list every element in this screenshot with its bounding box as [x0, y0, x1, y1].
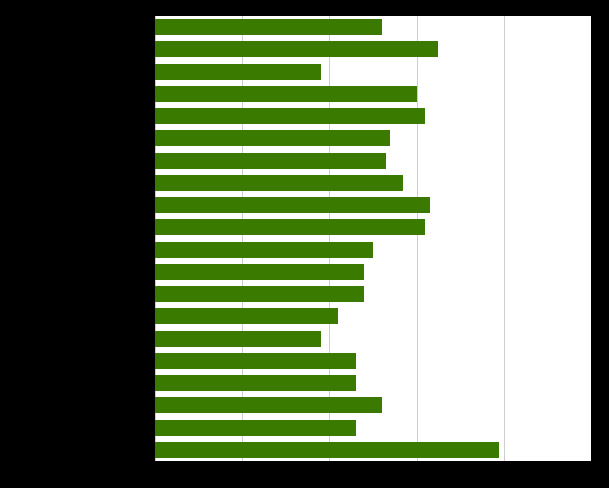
Bar: [155, 131, 390, 147]
Bar: [155, 309, 338, 325]
Bar: [155, 20, 382, 36]
Bar: [155, 153, 386, 169]
Bar: [155, 42, 438, 59]
Bar: [155, 220, 425, 236]
Bar: [155, 420, 356, 436]
Bar: [155, 398, 382, 414]
Bar: [155, 375, 356, 391]
Bar: [155, 353, 356, 369]
Bar: [155, 286, 364, 303]
Bar: [155, 64, 321, 81]
Bar: [155, 109, 425, 125]
Bar: [155, 264, 364, 281]
Bar: [155, 242, 373, 258]
Bar: [155, 442, 499, 458]
Bar: [155, 198, 429, 214]
Bar: [155, 331, 321, 347]
Bar: [155, 87, 417, 103]
Bar: [155, 176, 404, 192]
